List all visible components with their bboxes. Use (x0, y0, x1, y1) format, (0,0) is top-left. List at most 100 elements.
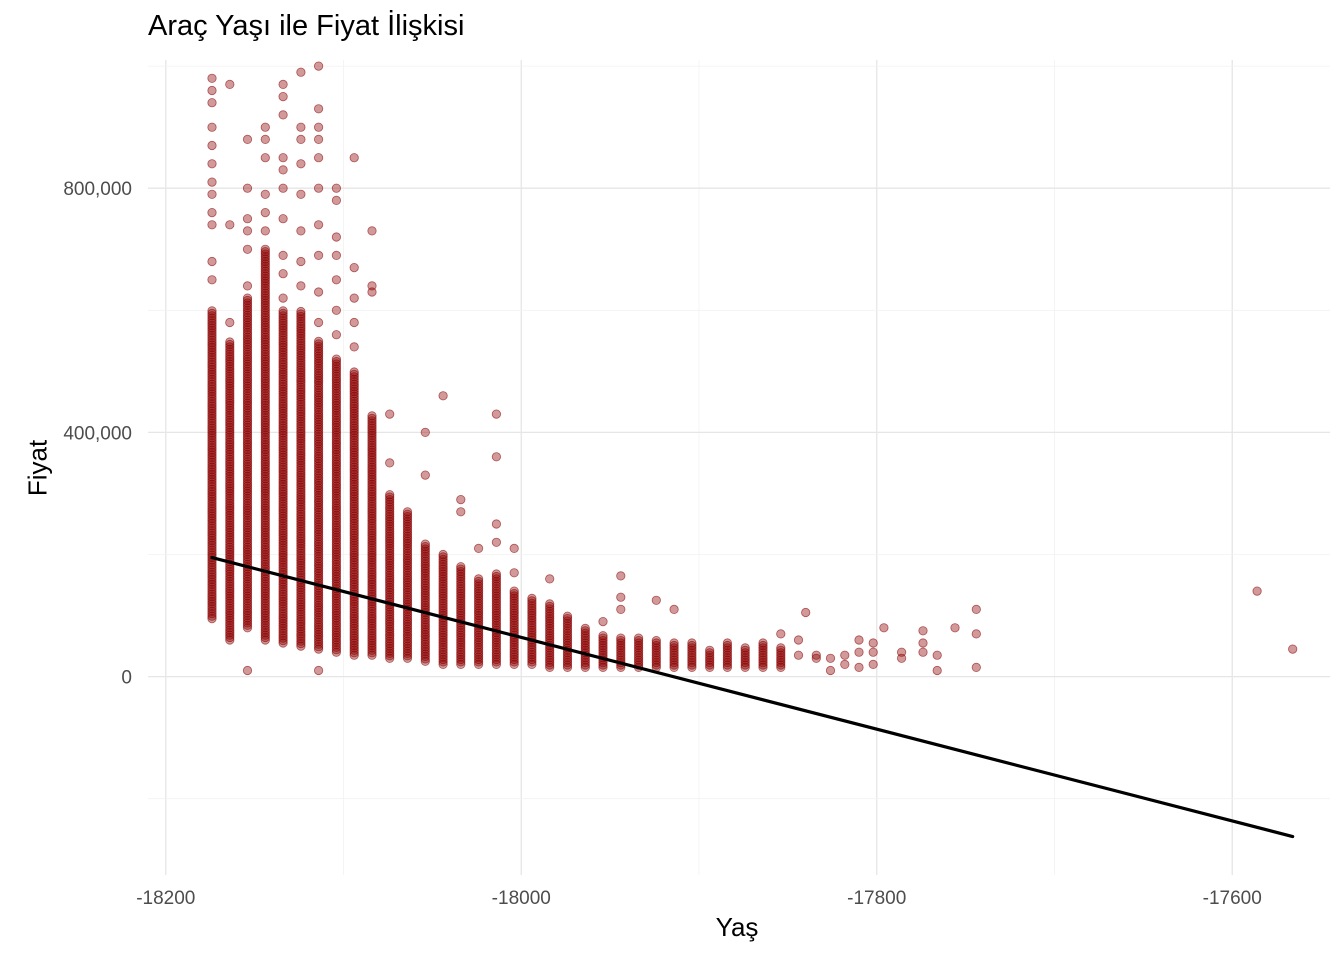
data-point (367, 557, 377, 568)
data-point (385, 541, 395, 551)
data-point (402, 543, 413, 554)
data-point (349, 572, 359, 582)
data-point (349, 428, 359, 438)
data-point (207, 408, 217, 419)
data-point (313, 507, 324, 518)
data-point (242, 400, 253, 411)
data-point (868, 647, 878, 657)
data-point (242, 540, 253, 550)
data-point (367, 609, 377, 619)
data-point (296, 338, 306, 348)
data-point (207, 345, 217, 355)
data-point (225, 496, 235, 506)
data-point (278, 379, 288, 389)
data-point (207, 401, 217, 411)
data-point (260, 618, 270, 628)
data-point (825, 665, 836, 676)
data-point (296, 387, 306, 397)
data-point (260, 393, 270, 403)
data-point (349, 411, 359, 421)
data-point (207, 418, 217, 428)
data-point (420, 651, 430, 662)
data-point (260, 425, 270, 435)
data-point (207, 462, 217, 472)
data-point (385, 580, 395, 590)
data-point (260, 598, 270, 608)
data-point (349, 521, 359, 531)
data-point (367, 418, 377, 428)
data-point (313, 537, 324, 547)
data-point (296, 595, 306, 605)
data-point (260, 596, 270, 606)
data-point (313, 317, 324, 328)
data-point (278, 359, 288, 370)
data-point (331, 437, 341, 447)
data-point (207, 506, 217, 516)
data-point (313, 378, 324, 388)
data-point (242, 615, 253, 626)
data-point (313, 588, 324, 598)
data-point (278, 633, 288, 643)
data-point (367, 413, 377, 423)
data-point (331, 632, 341, 643)
data-point (225, 625, 235, 635)
data-point (313, 358, 324, 368)
data-point (296, 363, 306, 373)
data-point (313, 519, 324, 530)
data-point (420, 585, 430, 596)
data-point (598, 616, 608, 627)
data-point (242, 542, 253, 552)
data-point (385, 619, 395, 629)
data-point (207, 359, 217, 370)
data-point (402, 511, 413, 522)
data-point (260, 535, 270, 545)
data-point (420, 622, 430, 632)
data-point (296, 226, 306, 236)
data-point (278, 469, 288, 480)
data-point (242, 310, 253, 320)
data-point (278, 352, 288, 362)
data-point (278, 635, 288, 646)
data-point (367, 618, 377, 629)
data-point (242, 337, 253, 347)
data-point (367, 650, 377, 660)
data-point (278, 538, 288, 548)
data-point (313, 458, 324, 469)
data-point (367, 621, 377, 631)
data-point (225, 630, 235, 640)
data-point (225, 356, 235, 367)
data-point (438, 593, 448, 604)
data-point (207, 609, 217, 619)
data-point (278, 92, 288, 102)
data-point (278, 548, 288, 558)
data-point (207, 355, 217, 365)
data-point (278, 330, 288, 340)
data-point (349, 482, 359, 492)
data-point (331, 520, 341, 530)
data-point (296, 385, 306, 395)
data-point (402, 538, 413, 549)
data-point (278, 621, 288, 631)
data-point (313, 665, 324, 676)
data-point (313, 61, 324, 71)
data-point (296, 629, 306, 639)
data-point (242, 571, 253, 582)
data-point (225, 632, 235, 643)
data-point (296, 463, 306, 473)
data-point (296, 543, 306, 554)
data-point (420, 583, 430, 593)
data-point (402, 619, 413, 629)
data-point (260, 527, 270, 538)
data-point (242, 620, 253, 630)
data-point (313, 429, 324, 439)
data-point (545, 574, 555, 584)
data-point (349, 604, 359, 614)
data-point (242, 586, 253, 596)
data-point (278, 443, 288, 453)
data-point (367, 467, 377, 477)
data-point (438, 571, 448, 582)
data-point (331, 535, 341, 545)
data-point (260, 252, 270, 262)
data-point (349, 443, 359, 453)
data-point (207, 325, 217, 335)
